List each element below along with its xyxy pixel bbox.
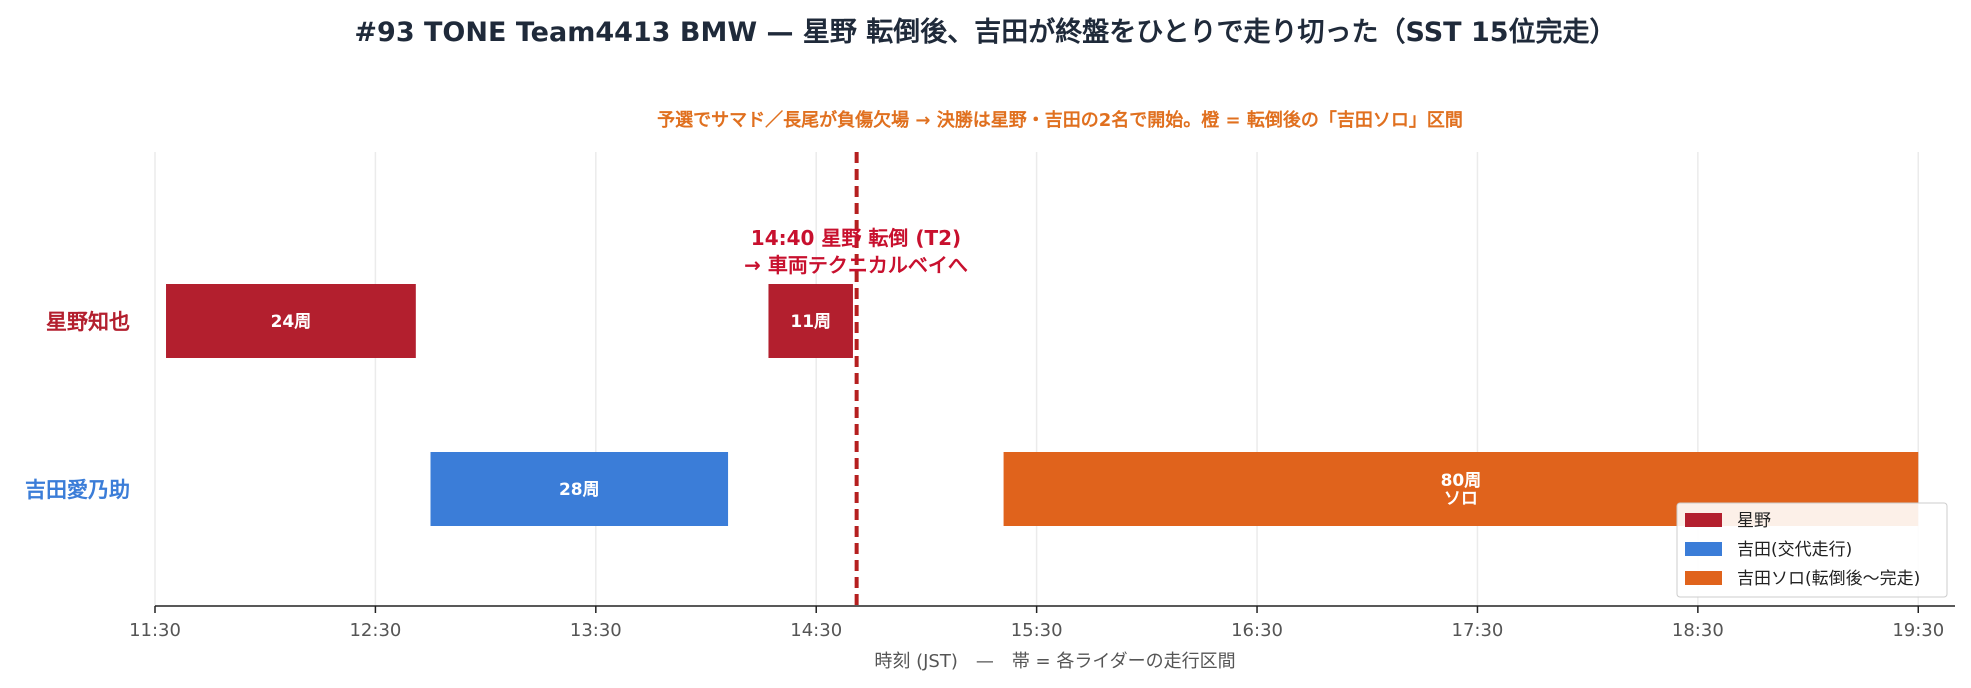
chart-subtitle: 予選でサマド／長尾が負傷欠場 → 決勝は星野・吉田の2名で開始。橙 = 転倒後の… — [657, 110, 1463, 131]
legend-swatch — [1685, 513, 1722, 527]
stint-bar — [166, 284, 416, 358]
x-tick-label: 12:30 — [349, 620, 401, 641]
stint-label: 24周 — [271, 312, 312, 332]
legend-swatch — [1685, 542, 1722, 556]
stint-label: 80周 — [1441, 471, 1482, 491]
crash-annotation-line2: → 車両テクニカルベイへ — [744, 253, 968, 277]
stint-label: ソロ — [1444, 489, 1478, 509]
stint-label: 11周 — [790, 312, 831, 332]
chart-title: #93 TONE Team4413 BMW — 星野 転倒後、吉田が終盤をひとり… — [354, 17, 1617, 48]
annotation-layer: 14:40 星野 転倒 (T2) → 車両テクニカルベイへ — [744, 152, 968, 606]
x-tick-label: 18:30 — [1672, 620, 1724, 641]
legend-label: 星野 — [1737, 511, 1771, 531]
legend-label: 吉田ソロ(転倒後〜完走) — [1737, 569, 1920, 589]
x-tick-label: 15:30 — [1011, 620, 1063, 641]
stint-bar — [430, 452, 729, 526]
legend-label: 吉田(交代走行) — [1737, 540, 1852, 560]
x-tick-label: 13:30 — [570, 620, 622, 641]
legend-box — [1676, 502, 1948, 598]
x-axis-title: 時刻 (JST) — 帯 = 各ライダーの走行区間 — [874, 651, 1235, 672]
crash-annotation-line1: 14:40 星野 転倒 (T2) — [751, 226, 961, 250]
x-tick-label: 14:30 — [790, 620, 842, 641]
stint-label: 28周 — [559, 480, 600, 500]
x-tick-label: 19:30 — [1892, 620, 1944, 641]
stint-bar — [768, 284, 853, 358]
x-tick-label: 11:30 — [129, 620, 181, 641]
rider-label: 星野知也 — [46, 310, 130, 334]
x-tick-label: 16:30 — [1231, 620, 1283, 641]
x-tick-label: 17:30 — [1452, 620, 1504, 641]
rider-label: 吉田愛乃助 — [25, 478, 130, 502]
grid-layer — [154, 152, 1920, 606]
legend-swatch — [1685, 571, 1722, 585]
